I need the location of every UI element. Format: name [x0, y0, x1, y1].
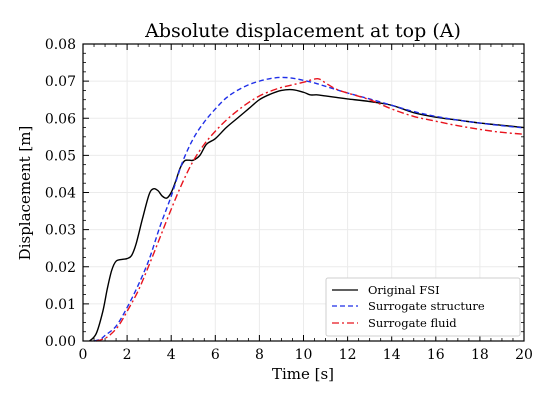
x-tick-label: 6 [211, 347, 220, 363]
y-tick-label: 0.08 [45, 37, 76, 53]
x-axis-label: Time [s] [272, 365, 334, 383]
y-tick-label: 0.01 [45, 297, 76, 313]
x-tick-label: 20 [515, 347, 533, 363]
y-axis-label: Displacement [m] [16, 126, 34, 261]
legend-label-original-fsi: Original FSI [368, 283, 440, 297]
x-tick-label: 10 [295, 347, 313, 363]
x-tick-label: 8 [255, 347, 264, 363]
x-tick-label: 12 [339, 347, 357, 363]
y-tick-labels: 0.00 0.01 0.02 0.03 0.04 0.05 0.06 0.07 0.08 [45, 37, 76, 350]
legend-label-surrogate-fluid: Surrogate fluid [368, 316, 457, 330]
legend: Original FSI Surrogate structure Surroga… [325, 277, 521, 337]
series-line-original-fsi [89, 88, 525, 342]
x-tick-label: 2 [123, 347, 132, 363]
y-tick-label: 0.00 [45, 334, 76, 350]
x-tick-label: 4 [167, 347, 176, 363]
legend-label-surrogate-structure: Surrogate structure [368, 299, 485, 313]
series-layer [89, 76, 525, 342]
x-tick-label: 18 [471, 347, 489, 363]
x-tick-label: 14 [383, 347, 401, 363]
series-line-surrogate-fluid [96, 78, 525, 342]
x-tick-label: 0 [79, 347, 88, 363]
x-tick-labels: 0 2 4 6 8 10 12 14 16 18 20 [79, 347, 533, 363]
y-tick-label: 0.02 [45, 260, 76, 276]
y-tick-label: 0.03 [45, 223, 76, 239]
tick-marks [82, 43, 525, 342]
series-line-surrogate-structure [93, 76, 525, 342]
x-tick-label: 16 [427, 347, 445, 363]
y-tick-label: 0.04 [45, 186, 76, 202]
y-tick-label: 0.06 [45, 111, 76, 127]
y-tick-label: 0.05 [45, 148, 76, 164]
y-tick-label: 0.07 [45, 74, 76, 90]
legend-box [325, 277, 521, 337]
chart-title: Absolute displacement at top (A) [144, 20, 461, 42]
